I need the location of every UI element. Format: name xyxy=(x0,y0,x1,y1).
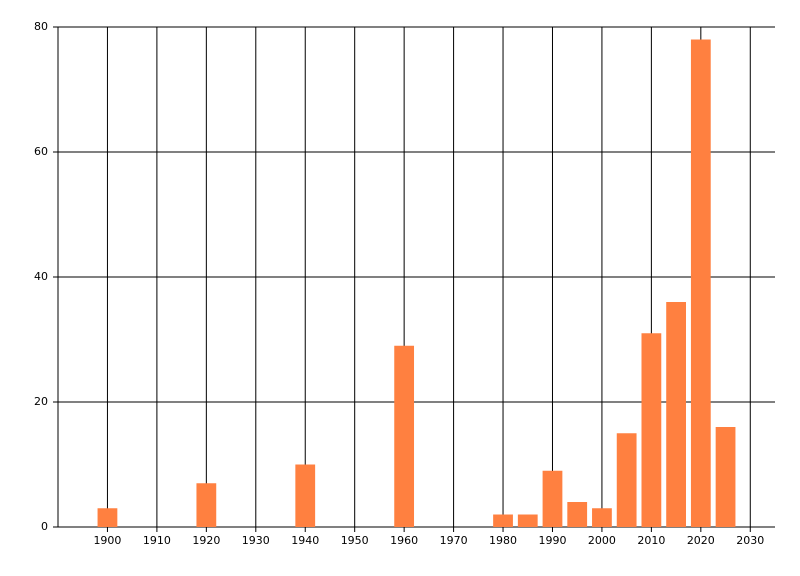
x-tick-label: 1990 xyxy=(538,534,566,547)
x-tick-label: 1920 xyxy=(192,534,220,547)
x-tick-label: 1940 xyxy=(291,534,319,547)
bar xyxy=(690,39,711,527)
bar xyxy=(641,333,662,527)
bar xyxy=(592,508,612,527)
bar xyxy=(666,302,686,527)
x-tick-label: 1930 xyxy=(242,534,270,547)
x-tick-label: 1970 xyxy=(440,534,468,547)
y-tick-label: 0 xyxy=(41,520,48,533)
y-tick-label: 60 xyxy=(34,145,48,158)
bar xyxy=(542,470,563,527)
y-tick-label: 20 xyxy=(34,395,48,408)
bar xyxy=(616,433,637,527)
x-tick-label: 1910 xyxy=(143,534,171,547)
bar xyxy=(394,345,415,527)
bar xyxy=(295,464,316,527)
bar xyxy=(715,427,736,527)
bar xyxy=(493,514,513,527)
y-tick-label: 40 xyxy=(34,270,48,283)
x-tick-label: 2000 xyxy=(588,534,616,547)
x-tick-label: 1950 xyxy=(341,534,369,547)
y-tick-label: 80 xyxy=(34,20,48,33)
x-tick-label: 1900 xyxy=(93,534,121,547)
bar xyxy=(567,502,588,527)
x-tick-label: 2010 xyxy=(637,534,665,547)
bar xyxy=(517,514,538,527)
bar xyxy=(196,483,217,527)
x-tick-label: 2030 xyxy=(736,534,764,547)
x-tick-label: 1980 xyxy=(489,534,517,547)
bar xyxy=(97,508,118,527)
x-tick-label: 1960 xyxy=(390,534,418,547)
x-tick-label: 2020 xyxy=(687,534,715,547)
